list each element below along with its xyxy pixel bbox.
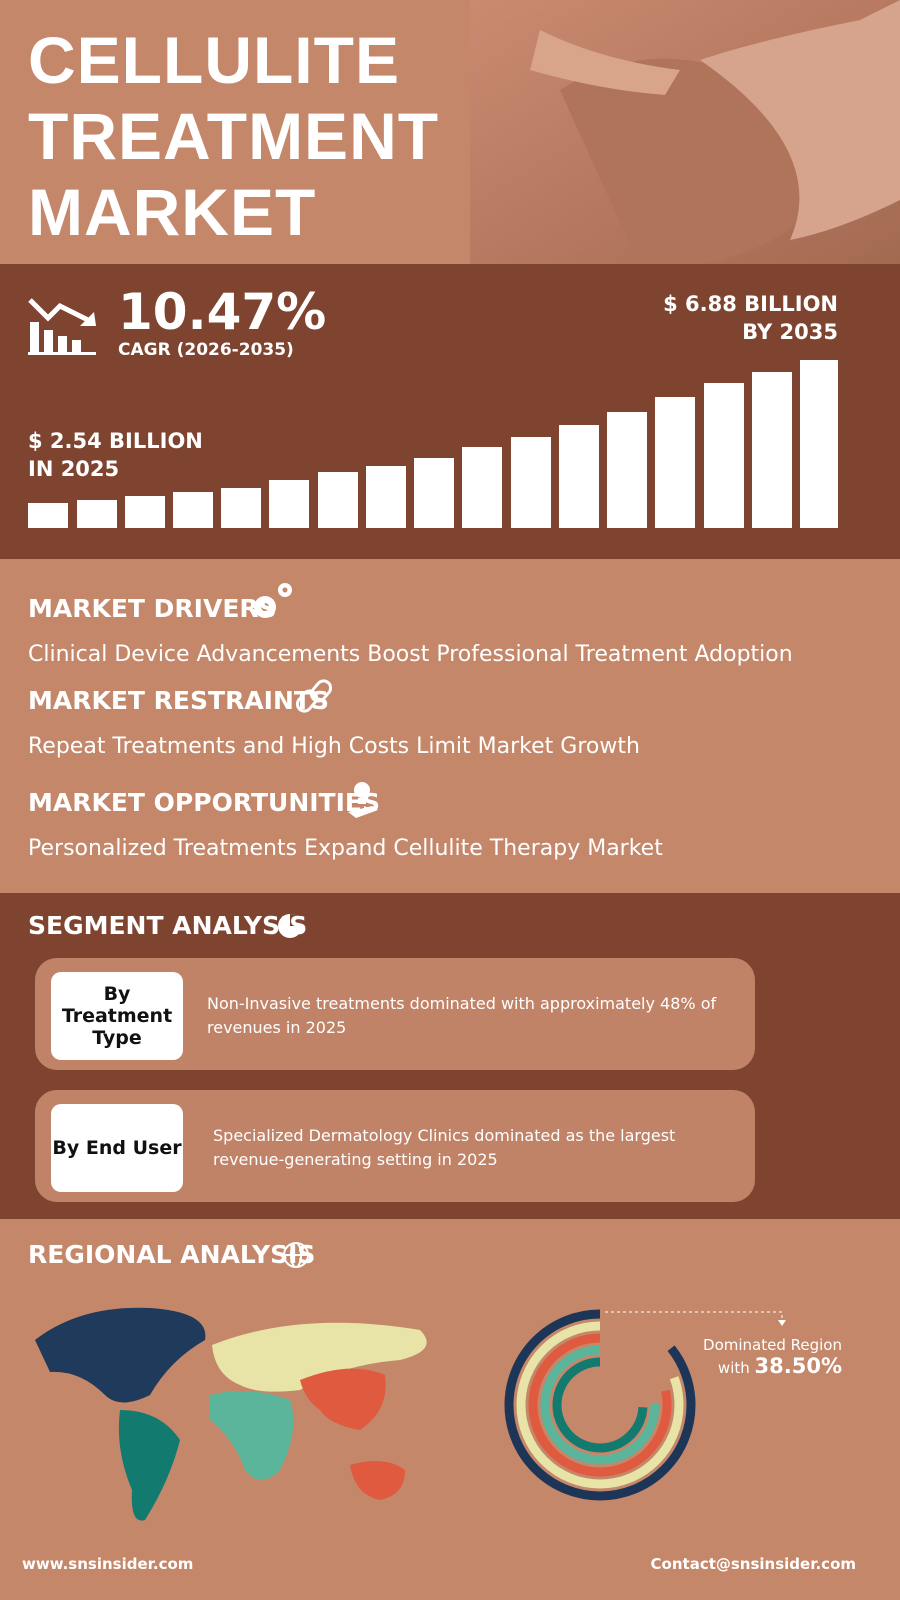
south-america: [118, 1410, 180, 1521]
growth-bars: [28, 360, 838, 528]
title-line: TREATMENT: [28, 99, 440, 173]
start-year: IN 2025: [28, 457, 120, 481]
region-note-prefix: with: [717, 1359, 750, 1377]
region-note: Dominated Region with 38.50%: [703, 1336, 842, 1378]
bar: [318, 472, 358, 528]
section-heading: MARKET DRIVERS: [28, 594, 277, 623]
section-heading: MARKET OPPORTUNITIES: [28, 788, 380, 817]
bar: [366, 466, 406, 528]
section-text: Personalized Treatments Expand Cellulite…: [28, 836, 663, 861]
africa: [210, 1391, 294, 1480]
bar: [28, 503, 68, 528]
end-amount: $ 6.88 BILLION: [663, 292, 838, 316]
segment-label: By Treatment Type: [51, 972, 183, 1060]
title-line: CELLULITE: [28, 23, 400, 97]
idea-icon: [348, 782, 378, 818]
pointer-line: [605, 1311, 783, 1322]
segment-card: By Treatment Type Non-Invasive treatment…: [35, 958, 755, 1070]
segment-card: By End User Specialized Dermatology Clin…: [35, 1090, 755, 1202]
ring: [516, 1321, 684, 1489]
title-line: MARKET: [28, 175, 317, 249]
ring: [540, 1345, 660, 1465]
bar: [704, 383, 744, 528]
contact: Contact@snsinsider.com: [650, 1555, 856, 1573]
start-amount: $ 2.54 BILLION: [28, 429, 203, 453]
bar: [752, 372, 792, 528]
segment-label: By End User: [51, 1104, 183, 1192]
bar: [800, 360, 838, 528]
cagr-label: CAGR (2026-2035): [118, 340, 294, 360]
bar: [607, 412, 647, 528]
section-text: Repeat Treatments and High Costs Limit M…: [28, 734, 640, 759]
section-heading: MARKET RESTRAINTS: [28, 686, 329, 715]
hand: [700, 0, 900, 240]
bar: [511, 437, 551, 528]
title: CELLULITE TREATMENT MARKET: [28, 22, 439, 250]
section-text: Clinical Device Advancements Boost Profe…: [28, 642, 793, 667]
section-heading: SEGMENT ANALYSIS: [28, 911, 308, 940]
bar: [125, 496, 165, 528]
bar: [462, 447, 502, 528]
donut-rings: [504, 1309, 696, 1501]
pointer-arrow: [778, 1320, 786, 1326]
ring: [552, 1357, 648, 1453]
bar: [559, 425, 599, 528]
bar: [221, 488, 261, 528]
photo-shape: [560, 58, 820, 264]
cagr-icon: [28, 298, 96, 355]
australia: [350, 1461, 405, 1500]
gear-icon: [254, 583, 292, 618]
north-america: [35, 1307, 206, 1403]
website: www.snsinsider.com: [22, 1555, 194, 1573]
bar: [269, 480, 309, 528]
region-share: 38.50%: [754, 1354, 842, 1378]
cagr-value: 10.47%: [118, 283, 327, 341]
bar: [655, 397, 695, 528]
segment-text: Specialized Dermatology Clinics dominate…: [213, 1126, 676, 1169]
hand: [530, 30, 680, 95]
bar: [173, 492, 213, 528]
ring: [504, 1309, 696, 1501]
europe-asia: [212, 1322, 427, 1392]
end-value: $ 6.88 BILLION BY 2035: [663, 290, 838, 346]
segment-text: Non-Invasive treatments dominated with a…: [207, 994, 717, 1037]
section-heading: REGIONAL ANALYSIS: [28, 1240, 316, 1269]
end-year: BY 2035: [742, 320, 838, 344]
bar: [77, 500, 117, 528]
region-note-text: Dominated Region: [703, 1336, 842, 1354]
link-icon: [295, 679, 333, 713]
ring: [528, 1333, 672, 1477]
bar: [414, 458, 454, 528]
pie-icon: [278, 914, 302, 938]
start-value: $ 2.54 BILLION IN 2025: [28, 427, 203, 483]
globe-icon: [283, 1242, 309, 1268]
world-map: [35, 1307, 427, 1521]
asia: [300, 1368, 386, 1430]
